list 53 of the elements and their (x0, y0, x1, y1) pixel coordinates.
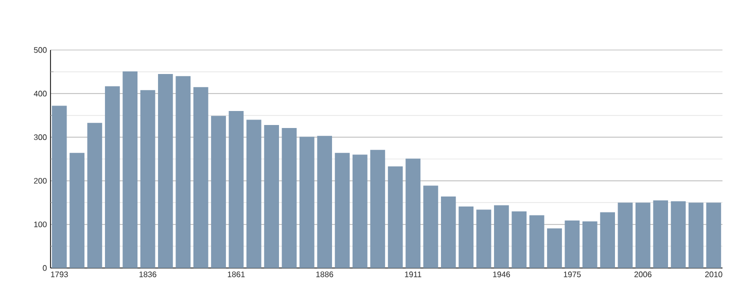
x-tick-label: 1861 (228, 272, 245, 278)
bar (264, 124, 279, 268)
bar (158, 74, 173, 268)
bar (87, 122, 102, 268)
y-tick-label: 400 (34, 90, 47, 96)
bar (529, 215, 544, 268)
y-tick-label: 0 (42, 265, 47, 271)
bar (653, 200, 668, 268)
bar (140, 90, 156, 268)
x-tick-label: 1911 (405, 272, 422, 278)
x-tick-label: 2010 (705, 272, 722, 278)
bar (228, 111, 244, 268)
bar (636, 202, 650, 268)
bar (176, 76, 191, 268)
bar (406, 158, 420, 268)
bar (52, 106, 67, 268)
bar (388, 166, 403, 268)
bar (618, 202, 633, 268)
y-tick-label: 500 (34, 47, 47, 53)
bar (317, 136, 332, 268)
x-tick-label: 2006 (634, 272, 652, 278)
bar (582, 221, 598, 268)
x-tick-label: 1886 (316, 272, 334, 278)
bar (334, 152, 350, 268)
y-tick-label: 300 (34, 134, 47, 140)
y-tick-label: 200 (34, 178, 47, 184)
x-tick-label: 1836 (139, 272, 156, 278)
bar (564, 220, 580, 268)
bar (70, 152, 84, 268)
bar (246, 120, 262, 268)
x-tick-label: 1946 (493, 272, 510, 278)
bar (494, 205, 509, 268)
bar (547, 228, 562, 268)
bar (670, 201, 686, 268)
bar (370, 150, 386, 268)
bar (104, 86, 120, 268)
bar (458, 206, 474, 268)
y-tick-label: 100 (34, 222, 47, 228)
bar (600, 212, 615, 268)
bar (299, 136, 314, 268)
bar (352, 154, 368, 268)
bar (423, 186, 438, 268)
bar (440, 196, 456, 268)
bar (122, 71, 138, 268)
bar (706, 202, 722, 268)
x-tick-label: 1975 (564, 272, 581, 278)
x-tick-label: 1793 (51, 272, 68, 278)
bar (193, 87, 208, 268)
bar (476, 210, 492, 268)
bar (688, 202, 704, 268)
bar (282, 128, 297, 268)
bar (211, 116, 226, 268)
bar (512, 211, 527, 268)
